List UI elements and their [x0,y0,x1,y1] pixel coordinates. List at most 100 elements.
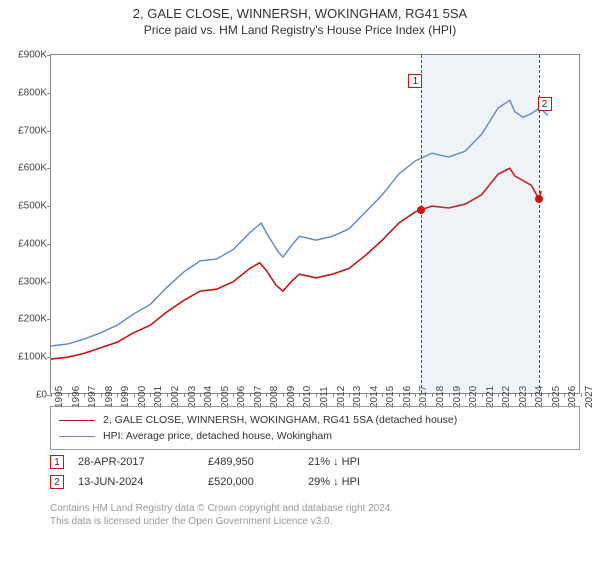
x-tick [217,393,218,397]
x-axis-label: 1998 [104,386,115,408]
legend: 2, GALE CLOSE, WINNERSH, WOKINGHAM, RG41… [50,406,580,450]
x-axis-label: 2025 [551,386,562,408]
y-axis-label: £200K [3,314,47,325]
x-axis-label: 2009 [286,386,297,408]
credits: Contains HM Land Registry data © Crown c… [50,502,580,528]
x-axis-label: 2014 [369,386,380,408]
y-axis-label: £400K [3,238,47,249]
x-tick [150,393,151,397]
y-axis-label: £100K [3,352,47,363]
x-tick [382,393,383,397]
x-axis-label: 2002 [170,386,181,408]
chart-subtitle: Price paid vs. HM Land Registry's House … [0,23,600,37]
y-axis-label: £300K [3,276,47,287]
sale-marker-2: 2 [538,97,552,111]
chart-title: 2, GALE CLOSE, WINNERSH, WOKINGHAM, RG41… [0,6,600,21]
y-tick [47,55,51,56]
x-axis-label: 2000 [137,386,148,408]
x-axis-label: 2011 [319,386,330,408]
x-axis-label: 1999 [120,386,131,408]
x-tick [233,393,234,397]
y-tick [47,93,51,94]
x-tick [250,393,251,397]
x-axis-label: 2026 [567,386,578,408]
x-tick [399,393,400,397]
plot-region: £0£100K£200K£300K£400K£500K£600K£700K£80… [50,54,580,394]
x-axis-label: 2010 [302,386,313,408]
x-tick [564,393,565,397]
sale-row-date: 13-JUN-2024 [78,476,208,488]
y-tick [47,131,51,132]
x-tick [415,393,416,397]
y-axis-label: £0 [3,390,47,401]
sale-row-price: £520,000 [208,476,308,488]
y-tick [47,357,51,358]
legend-label: HPI: Average price, detached house, Woki… [103,430,332,442]
y-tick [47,168,51,169]
y-axis-label: £500K [3,201,47,212]
x-tick [482,393,483,397]
x-axis-label: 2015 [385,386,396,408]
x-tick [531,393,532,397]
y-axis-label: £800K [3,87,47,98]
x-axis-label: 2003 [187,386,198,408]
legend-swatch [59,420,95,421]
x-tick [51,393,52,397]
x-axis-label: 2016 [402,386,413,408]
sale-dot [535,195,543,203]
sale-row-price: £489,950 [208,456,308,468]
x-axis-label: 2004 [203,386,214,408]
x-axis-label: 1995 [54,386,65,408]
x-tick [333,393,334,397]
legend-item: 2, GALE CLOSE, WINNERSH, WOKINGHAM, RG41… [59,412,571,428]
x-axis-label: 2006 [236,386,247,408]
x-tick [498,393,499,397]
x-axis-label: 2012 [336,386,347,408]
y-tick [47,319,51,320]
x-tick [167,393,168,397]
sale-marker-1: 1 [408,74,422,88]
legend-swatch [59,436,95,437]
sale-row-delta: 29% ↓ HPI [308,476,408,488]
sale-row: 128-APR-2017£489,95021% ↓ HPI [50,452,580,472]
sale-dot [417,206,425,214]
legend-item: HPI: Average price, detached house, Woki… [59,428,571,444]
sales-table: 128-APR-2017£489,95021% ↓ HPI 2 13-JUN-202… [50,452,580,492]
sale-vertical-line [421,55,422,393]
x-tick [548,393,549,397]
credits-line-2: This data is licensed under the Open Gov… [50,515,580,528]
shaded-region [421,55,539,393]
x-axis-label: 1996 [71,386,82,408]
sale-row-marker: 1 [50,455,64,469]
credits-line-1: Contains HM Land Registry data © Crown c… [50,502,580,515]
x-axis-label: 2007 [253,386,264,408]
sale-row-marker: 2 [50,475,64,489]
y-axis-label: £600K [3,163,47,174]
y-tick [47,244,51,245]
x-tick [366,393,367,397]
x-tick [449,393,450,397]
x-axis-label: 2013 [352,386,363,408]
x-tick [581,393,582,397]
x-axis-label: 2008 [269,386,280,408]
x-tick [465,393,466,397]
x-axis-label: 2001 [153,386,164,408]
x-tick [299,393,300,397]
x-tick [316,393,317,397]
chart-area: £0£100K£200K£300K£400K£500K£600K£700K£80… [50,54,580,394]
y-axis-label: £700K [3,125,47,136]
y-axis-label: £900K [3,50,47,61]
x-axis-label: 1997 [87,386,98,408]
x-tick [184,393,185,397]
x-tick [200,393,201,397]
y-tick [47,206,51,207]
x-tick [515,393,516,397]
legend-label: 2, GALE CLOSE, WINNERSH, WOKINGHAM, RG41… [103,414,457,426]
x-tick [266,393,267,397]
x-tick [349,393,350,397]
x-tick [84,393,85,397]
x-tick [101,393,102,397]
x-axis-label: 2005 [220,386,231,408]
x-axis-label: 2027 [584,386,595,408]
x-tick [117,393,118,397]
